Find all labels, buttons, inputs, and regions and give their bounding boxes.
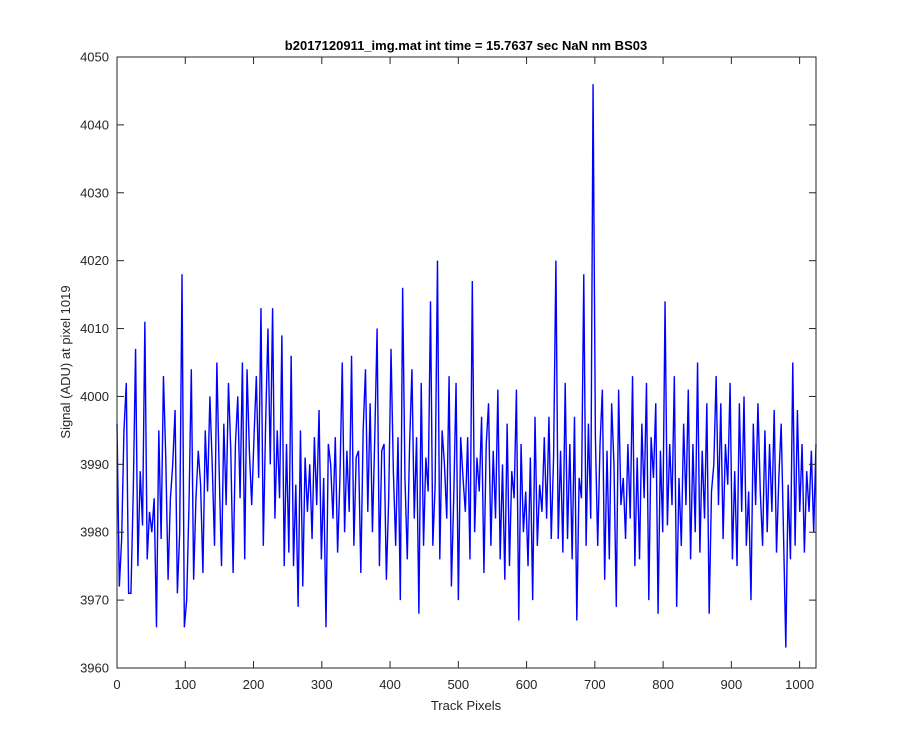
y-axis-label: Signal (ADU) at pixel 1019 — [58, 285, 73, 438]
y-tick-label: 3980 — [80, 525, 109, 540]
plot-area-frame — [116, 56, 817, 669]
x-tick-label: 600 — [516, 677, 538, 692]
y-tick-label: 3970 — [80, 593, 109, 608]
x-tick-label: 800 — [652, 677, 674, 692]
y-tick-label: 4030 — [80, 185, 109, 200]
x-tick-label: 0 — [113, 677, 120, 692]
chart-title: b2017120911_img.mat int time = 15.7637 s… — [285, 38, 647, 53]
y-tick-label: 3960 — [80, 661, 109, 676]
x-tick-label: 300 — [311, 677, 333, 692]
x-tick-label: 700 — [584, 677, 606, 692]
x-tick-label: 400 — [379, 677, 401, 692]
y-axis: 3960 3970 3980 3990 4000 4010 4020 4030 4040 4050 — [80, 50, 816, 676]
plot-area-background — [117, 57, 816, 668]
y-tick-label: 4010 — [80, 321, 109, 336]
series-line-0 — [116, 84, 817, 648]
series-layer — [116, 84, 817, 648]
x-axis-label: Track Pixels — [431, 698, 502, 713]
y-tick-label: 4000 — [80, 389, 109, 404]
x-tick-label: 100 — [174, 677, 196, 692]
x-tick-label: 1000 — [785, 677, 814, 692]
x-tick-label: 500 — [447, 677, 469, 692]
y-tick-label: 4050 — [80, 50, 109, 65]
x-tick-label: 200 — [243, 677, 265, 692]
x-axis: 0 100 200 300 400 500 600 700 800 900 1000 — [113, 57, 814, 692]
y-tick-label: 3990 — [80, 457, 109, 472]
y-tick-label: 4040 — [80, 117, 109, 132]
x-tick-label: 900 — [721, 677, 743, 692]
y-tick-label: 4020 — [80, 253, 109, 268]
